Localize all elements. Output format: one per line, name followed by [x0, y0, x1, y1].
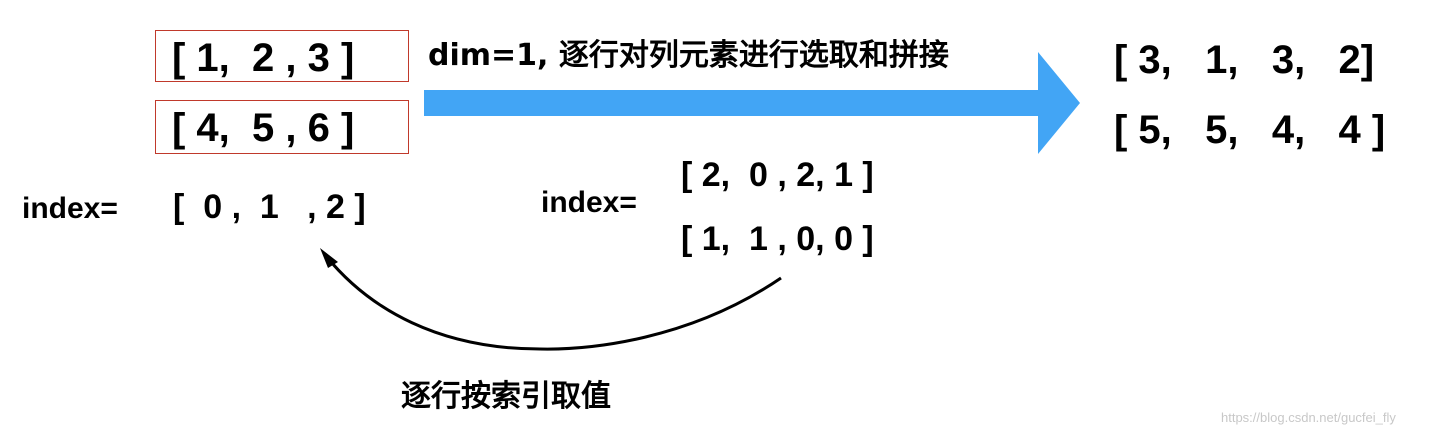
input-row-1: [ 1, 2 , 3 ]: [172, 36, 355, 80]
right-index-row-2: [ 1, 1 , 0, 0 ]: [681, 220, 874, 258]
output-row-2: [ 5, 5, 4, 4 ]: [1114, 108, 1386, 152]
input-row-1-box: [155, 30, 409, 82]
bottom-caption: 逐行按索引取值: [401, 379, 611, 414]
right-index-row-1: [ 2, 0 , 2, 1 ]: [681, 156, 874, 194]
input-row-2-box: [155, 100, 409, 154]
blue-right-arrow: [424, 52, 1080, 154]
left-index-label: index=: [22, 192, 118, 225]
right-index-label: index=: [541, 186, 637, 219]
input-row-2: [ 4, 5 , 6 ]: [172, 106, 355, 150]
top-arrow-caption: dim=1, 逐行对列元素进行选取和拼接: [428, 38, 949, 73]
left-index-values: [ 0 , 1 , 2 ]: [173, 188, 366, 226]
curved-arrowhead: [320, 248, 338, 268]
curved-arrow: [324, 255, 782, 351]
output-row-1: [ 3, 1, 3, 2]: [1114, 38, 1375, 82]
watermark: https://blog.csdn.net/gucfei_fly: [1221, 410, 1396, 425]
